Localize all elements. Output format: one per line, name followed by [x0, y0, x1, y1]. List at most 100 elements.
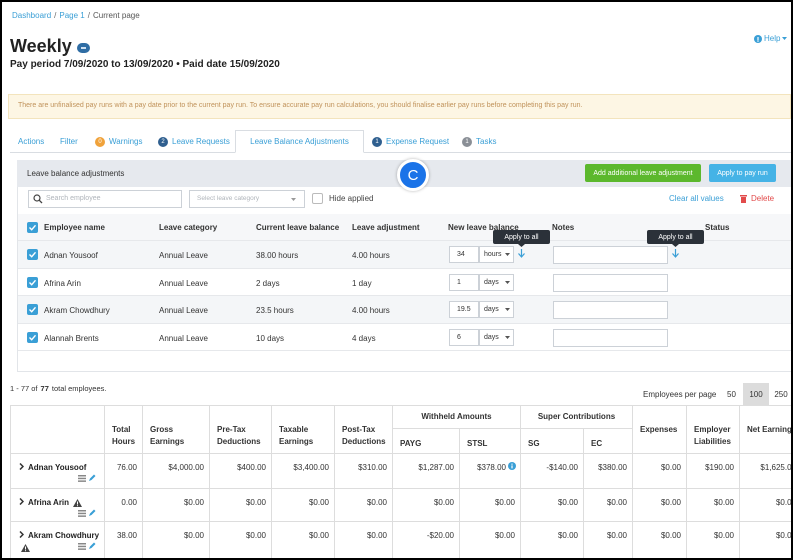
notes-input[interactable] — [553, 246, 668, 264]
add-leave-button[interactable]: Add additional leave adjustment — [585, 164, 701, 182]
row-checkbox[interactable] — [27, 276, 38, 288]
unit-caret — [505, 280, 510, 284]
page-title: Weekly — [10, 36, 72, 56]
expand-chevron[interactable] — [19, 498, 24, 505]
cell-value: $0.00 — [660, 498, 681, 507]
tab[interactable]: 1 Tasks — [454, 130, 504, 153]
edit-icon[interactable] — [88, 509, 96, 517]
value-cell — [633, 522, 687, 558]
edit-icon[interactable] — [88, 474, 96, 482]
column-header: Employee name — [44, 223, 105, 232]
per-page-label: Employees per page — [643, 390, 717, 399]
title-badge — [77, 43, 90, 53]
tab[interactable]: Actions — [10, 130, 52, 153]
cell-value: $0.00 — [494, 531, 515, 540]
new-balance-input[interactable]: 6 — [449, 328, 479, 346]
icon-part — [78, 548, 86, 550]
delete-link[interactable]: Delete — [751, 194, 775, 203]
warning-icon — [21, 544, 30, 552]
delete-icon[interactable] — [740, 194, 747, 203]
leave-category: Annual Leave — [159, 251, 208, 260]
expand-chevron[interactable] — [19, 531, 24, 538]
icon-part — [89, 474, 96, 481]
breadcrumb-separator: / — [54, 11, 57, 20]
apply-pay-run-button[interactable]: Apply to pay run — [709, 164, 776, 182]
cell-value: 76.00 — [116, 463, 137, 472]
leave-category: Annual Leave — [159, 306, 208, 315]
notes-input[interactable] — [553, 328, 668, 347]
per-page-option[interactable]: 50 — [720, 383, 743, 405]
tab-badge: 1 — [372, 136, 382, 147]
details-icon[interactable] — [78, 510, 86, 517]
tooltip: Apply to all — [647, 230, 704, 244]
apply-all-arrow[interactable] — [518, 249, 525, 258]
value-cell — [633, 454, 687, 489]
breadcrumb-link[interactable]: Dashboard — [12, 11, 52, 20]
column-header: Expenses — [633, 405, 687, 454]
column-header: Total Hours — [105, 405, 143, 454]
tab[interactable]: 2 Leave Requests — [150, 130, 238, 153]
icon-part — [27, 276, 38, 288]
tab[interactable]: 1 Expense Request — [364, 130, 457, 153]
row-checkbox[interactable] — [27, 304, 38, 315]
tab-label: Leave Requests — [172, 137, 230, 146]
value-cell — [272, 489, 335, 522]
new-balance-input[interactable]: 19.5 — [449, 301, 479, 318]
breadcrumb-link[interactable]: Page 1 — [59, 11, 85, 20]
value-cell — [740, 522, 791, 558]
per-page-option[interactable]: 250 — [769, 383, 791, 405]
details-icon[interactable] — [78, 475, 86, 482]
unit-select[interactable]: days — [479, 273, 514, 291]
search-icon — [33, 194, 43, 204]
pay-period: Pay period 7/09/2020 to 13/09/2020 • Pai… — [10, 59, 280, 70]
tab[interactable]: Leave Balance Adjustments — [235, 130, 364, 153]
notes-input[interactable] — [553, 301, 668, 319]
per-page-option[interactable]: 100 — [743, 383, 769, 405]
icon-part — [29, 279, 37, 286]
cell-value: $0.00 — [775, 531, 792, 540]
tooltip-pointer — [518, 244, 525, 247]
value-cell — [210, 522, 272, 558]
expand-chevron[interactable] — [19, 463, 24, 470]
icon-part — [89, 542, 96, 549]
tab[interactable]: Filter — [52, 130, 86, 153]
row-checkbox[interactable] — [27, 249, 38, 260]
unit-select[interactable]: days — [479, 328, 514, 346]
value-cell — [521, 522, 584, 558]
help-icon[interactable] — [754, 35, 762, 43]
unit-select[interactable]: days — [479, 301, 514, 318]
hide-applied-checkbox[interactable] — [312, 193, 323, 204]
row-checkbox[interactable] — [27, 331, 38, 343]
details-icon[interactable] — [78, 543, 86, 550]
clear-all-link[interactable]: Clear all values — [669, 194, 724, 203]
apply-all-arrow[interactable] — [672, 249, 679, 258]
icon-part — [78, 475, 86, 477]
help-caret — [782, 37, 787, 40]
current-balance: 23.5 hours — [256, 306, 294, 315]
info-icon[interactable] — [508, 462, 516, 470]
search-input[interactable] — [28, 190, 182, 208]
icon-part — [25, 550, 26, 552]
new-balance-input[interactable]: 34 — [449, 246, 479, 263]
icon-part — [25, 546, 26, 550]
value-cell — [210, 489, 272, 522]
cell-value: $0.00 — [366, 498, 387, 507]
tab[interactable]: 0 Warnings — [87, 130, 151, 153]
cell-value: $0.00 — [557, 498, 578, 507]
row-name: Afrina Arin — [28, 498, 83, 507]
unit-select[interactable]: hours — [479, 246, 514, 263]
cell-value: $0.00 — [433, 498, 454, 507]
cell-value: $0.00 — [245, 531, 266, 540]
help-link[interactable]: Help — [764, 34, 781, 43]
icon-part — [78, 545, 86, 548]
name-cell — [10, 522, 105, 558]
new-balance-input[interactable]: 1 — [449, 273, 479, 291]
row-checkbox[interactable] — [27, 222, 38, 233]
notes-input[interactable] — [553, 273, 668, 292]
icon-part — [27, 304, 38, 315]
cell-value: $0.00 — [183, 498, 204, 507]
current-balance: 2 days — [256, 278, 280, 288]
category-select[interactable] — [189, 190, 305, 208]
edit-icon[interactable] — [88, 542, 96, 550]
cell-value: $1,287.00 — [418, 463, 454, 472]
